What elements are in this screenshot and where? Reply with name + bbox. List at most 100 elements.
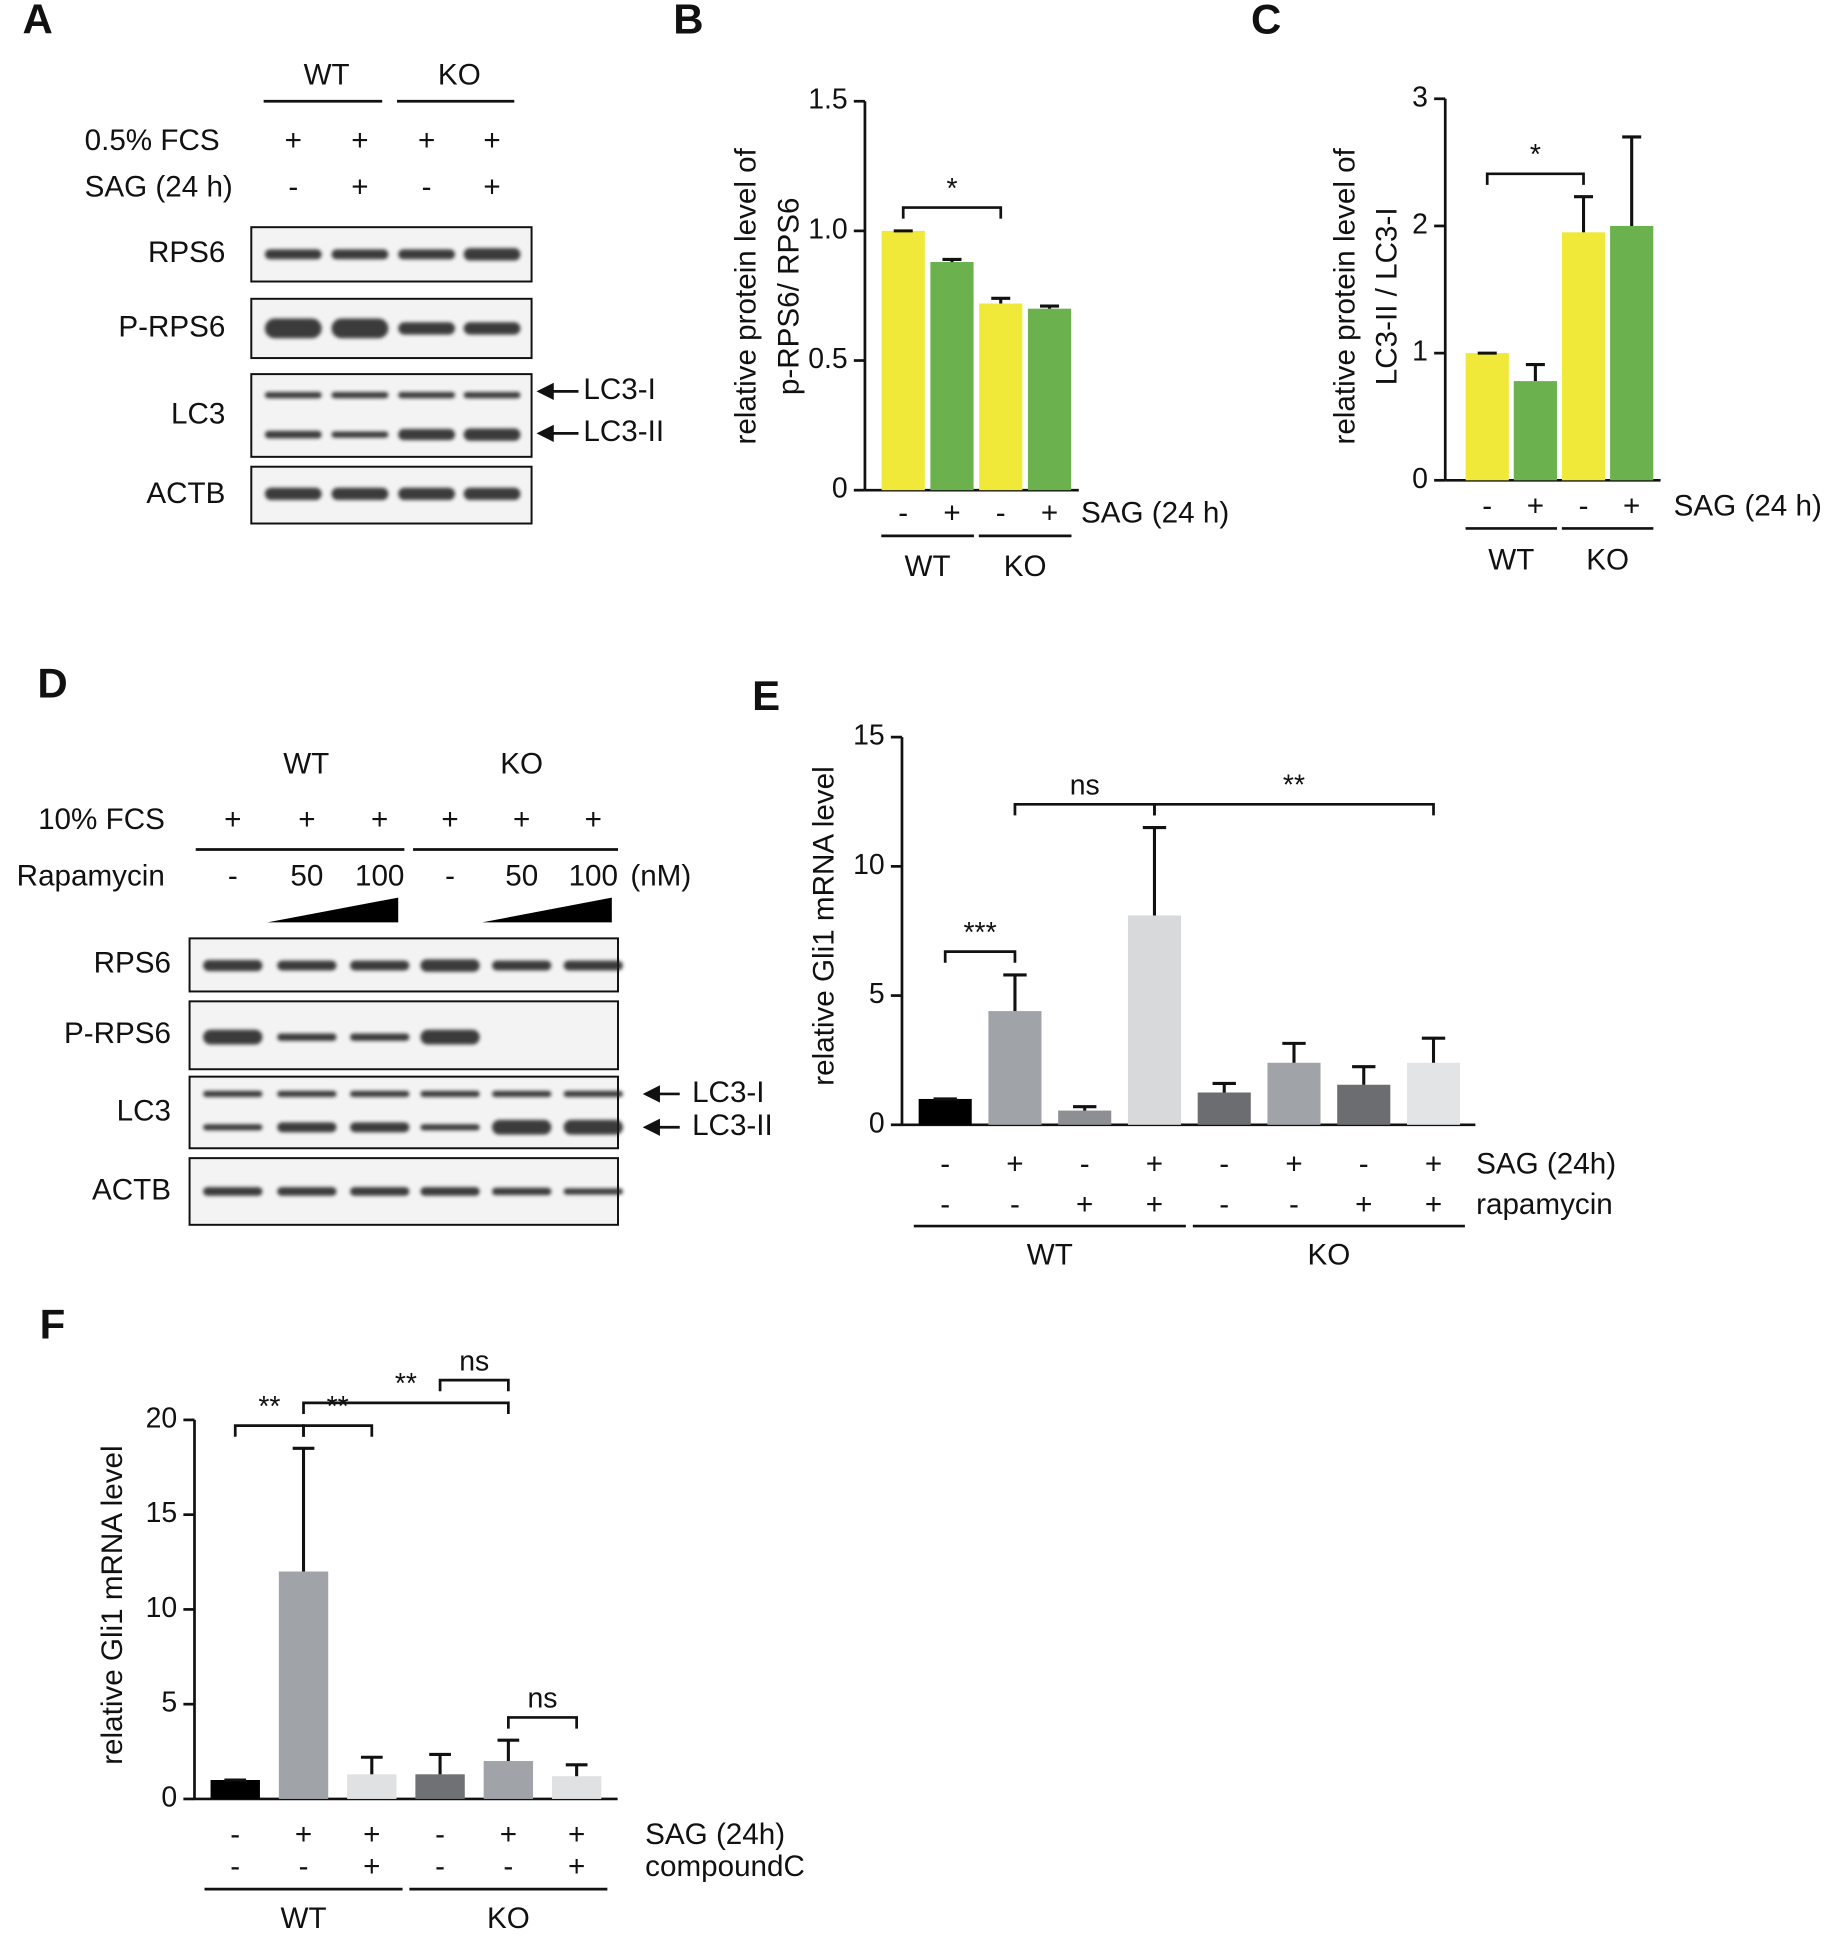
y-axis-label: relative Gli1 mRNA level bbox=[807, 766, 840, 1085]
bar bbox=[1267, 1062, 1321, 1125]
group-label: WT bbox=[1488, 544, 1534, 577]
y-tick-label: 1.0 bbox=[808, 213, 847, 245]
y-tick-label: 0.5 bbox=[808, 343, 847, 375]
row-value: - bbox=[445, 860, 455, 893]
group-label: KO bbox=[1307, 1239, 1350, 1272]
y-tick-label: 2 bbox=[1412, 208, 1428, 240]
x-tick-label: + bbox=[1285, 1147, 1302, 1180]
y-tick-label: 1 bbox=[1412, 336, 1428, 368]
band bbox=[463, 248, 521, 261]
significance-bracket bbox=[302, 1401, 510, 1414]
x-tick-label: + bbox=[363, 1818, 380, 1851]
x-tick-label: - bbox=[996, 497, 1006, 530]
x-tick-label: + bbox=[1425, 1188, 1442, 1221]
band bbox=[492, 1187, 552, 1196]
row-value: + bbox=[441, 803, 458, 836]
significance-bracket bbox=[302, 1424, 374, 1437]
band bbox=[420, 1124, 480, 1131]
group-label: WT bbox=[280, 1902, 326, 1935]
x-tick-label: + bbox=[1425, 1147, 1442, 1180]
row-value: + bbox=[483, 124, 500, 157]
y-tick-label: 15 bbox=[853, 720, 885, 752]
significance-bracket bbox=[1485, 172, 1585, 185]
x-tick-label: - bbox=[940, 1188, 950, 1221]
row-value: + bbox=[513, 803, 530, 836]
band bbox=[350, 1033, 410, 1041]
panel-letter: B bbox=[673, 0, 703, 42]
x-tick-label: + bbox=[1146, 1188, 1163, 1221]
band bbox=[420, 959, 480, 972]
band bbox=[277, 1187, 337, 1196]
band bbox=[264, 318, 322, 339]
significance-label: ** bbox=[395, 1368, 417, 1400]
bar bbox=[918, 1098, 972, 1125]
bar bbox=[1127, 915, 1182, 1125]
group-label: KO bbox=[1586, 544, 1629, 577]
x-tick-label: + bbox=[943, 497, 960, 530]
arrow-head bbox=[536, 382, 554, 401]
bar bbox=[1561, 232, 1606, 481]
row-label: compoundC bbox=[645, 1850, 805, 1883]
row-value: + bbox=[418, 124, 435, 157]
x-tick-label: + bbox=[1006, 1147, 1023, 1180]
significance-label: ** bbox=[327, 1391, 349, 1423]
x-tick-label: + bbox=[1041, 497, 1058, 530]
band bbox=[203, 959, 263, 972]
significance-label: ns bbox=[528, 1683, 558, 1715]
band bbox=[398, 429, 456, 441]
row-value: + bbox=[351, 124, 368, 157]
x-tick-label: - bbox=[1080, 1147, 1090, 1180]
bar bbox=[881, 230, 925, 491]
row-label: SAG (24h) bbox=[1476, 1147, 1616, 1180]
significance-bracket bbox=[507, 1716, 578, 1729]
band bbox=[463, 392, 521, 399]
row-value: + bbox=[371, 803, 388, 836]
row-label: SAG (24 h) bbox=[1081, 497, 1229, 530]
row-label: SAG (24 h) bbox=[85, 171, 233, 204]
y-tick-label: 5 bbox=[869, 978, 885, 1010]
significance-label: ** bbox=[258, 1391, 280, 1423]
band bbox=[331, 487, 389, 501]
band bbox=[203, 1090, 263, 1098]
y-axis-label: LC3-II / LC3-I bbox=[1370, 207, 1403, 385]
bar bbox=[979, 303, 1023, 491]
band bbox=[463, 428, 521, 441]
group-label: WT bbox=[283, 747, 329, 780]
band bbox=[203, 1124, 263, 1131]
significance-label: * bbox=[946, 173, 957, 205]
row-value: + bbox=[285, 124, 302, 157]
arrow-head bbox=[642, 1085, 660, 1103]
row-label: rapamycin bbox=[1476, 1188, 1613, 1221]
bar bbox=[1197, 1092, 1251, 1125]
row-label: Rapamycin bbox=[17, 860, 165, 893]
band bbox=[420, 1090, 480, 1098]
significance-bracket bbox=[438, 1378, 510, 1392]
row-value: - bbox=[288, 171, 298, 204]
row-label: 0.5% FCS bbox=[85, 124, 220, 157]
blot-label: ACTB bbox=[92, 1173, 171, 1206]
x-tick-label: - bbox=[230, 1818, 240, 1851]
y-axis-label: relative protein level of bbox=[1328, 147, 1361, 444]
x-tick-label: + bbox=[1076, 1188, 1093, 1221]
panel-letter: D bbox=[37, 660, 67, 707]
panel-letter: A bbox=[23, 0, 53, 42]
x-tick-label: - bbox=[299, 1850, 309, 1883]
band bbox=[563, 1119, 623, 1135]
row-value: + bbox=[585, 803, 602, 836]
x-tick-label: - bbox=[1219, 1188, 1229, 1221]
significance-bracket bbox=[1153, 802, 1435, 816]
y-tick-label: 10 bbox=[146, 1592, 178, 1624]
row-value: - bbox=[228, 860, 238, 893]
row-value: 50 bbox=[290, 860, 323, 893]
row-label: 10% FCS bbox=[38, 803, 165, 836]
bar bbox=[1406, 1062, 1461, 1125]
bar bbox=[278, 1571, 329, 1799]
arrow-label: LC3-I bbox=[692, 1076, 764, 1109]
bar bbox=[1027, 308, 1072, 491]
band bbox=[420, 1029, 480, 1045]
band bbox=[264, 430, 322, 439]
blot-label: RPS6 bbox=[94, 947, 171, 980]
band bbox=[331, 249, 389, 260]
y-axis-label: relative protein level of bbox=[729, 147, 762, 444]
x-tick-label: - bbox=[435, 1850, 445, 1883]
